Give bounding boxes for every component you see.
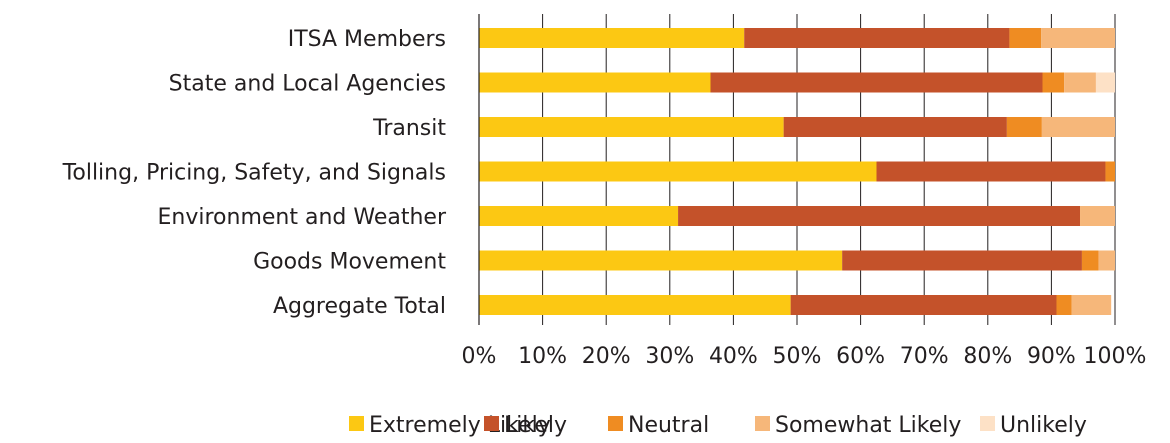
category-label: Aggregate Total xyxy=(273,294,446,319)
bar-segment xyxy=(783,117,1007,137)
category-label: ITSA Members xyxy=(288,27,446,52)
legend-label: Extremely Likely xyxy=(369,413,551,438)
bar-segment xyxy=(1041,117,1115,137)
bar-segment xyxy=(1009,28,1042,48)
bar-segment xyxy=(479,161,877,182)
x-tick-label: 40% xyxy=(709,344,758,369)
bar-segment xyxy=(876,161,1106,182)
legend-swatch xyxy=(755,416,770,431)
x-tick-label: 30% xyxy=(645,344,694,369)
category-label: Goods Movement xyxy=(253,250,446,275)
bar-segment xyxy=(479,72,711,93)
bar-segment xyxy=(1064,72,1096,93)
legend-swatch xyxy=(980,416,995,431)
category-label: Transit xyxy=(372,116,446,141)
legend-swatch xyxy=(349,416,364,431)
x-tick-label: 0% xyxy=(462,344,497,369)
x-tick-label: 50% xyxy=(773,344,822,369)
legend-item: Unlikely xyxy=(980,413,1087,438)
bar-segment xyxy=(1042,72,1065,93)
x-tick-label: 90% xyxy=(1027,344,1076,369)
legend-item: Likely xyxy=(484,413,567,438)
bar-segment xyxy=(1006,117,1042,137)
bar-segment xyxy=(479,250,843,271)
x-tick-label: 70% xyxy=(900,344,949,369)
legend-swatch xyxy=(608,416,623,431)
legend-label: Neutral xyxy=(628,413,709,438)
bar-segment xyxy=(479,117,784,137)
bars xyxy=(479,28,1115,315)
x-tick-label: 20% xyxy=(582,344,631,369)
legend-item: Somewhat Likely xyxy=(755,413,961,438)
bar-segment xyxy=(710,72,1043,93)
bar-segment xyxy=(1056,295,1072,315)
x-tick-labels: 0% 10% 20% 30% 40% 50% 60% 70% 80% 90% 100% xyxy=(462,344,1147,369)
bar-segment xyxy=(1105,161,1115,182)
category-label: Tolling, Pricing, Safety, and Signals xyxy=(62,161,446,186)
bar-segment xyxy=(1081,250,1099,271)
bar-segment xyxy=(678,206,1081,226)
x-tick-label: 80% xyxy=(963,344,1012,369)
legend-label: Unlikely xyxy=(1000,413,1087,438)
legend-label: Somewhat Likely xyxy=(775,413,961,438)
x-tick-label: 10% xyxy=(518,344,567,369)
bar-segment xyxy=(790,295,1057,315)
category-label: State and Local Agencies xyxy=(169,72,446,97)
bar-segment xyxy=(842,250,1082,271)
bar-segment xyxy=(479,28,745,48)
x-tick-label: 60% xyxy=(836,344,885,369)
legend-label: Likely xyxy=(504,413,567,438)
bar-segment xyxy=(479,206,679,226)
bar-segment xyxy=(744,28,1010,48)
bar-segment xyxy=(1095,72,1115,93)
legend-item: Extremely Likely xyxy=(349,413,551,438)
bar-segment xyxy=(1098,250,1115,271)
bar-segment xyxy=(1080,206,1115,226)
bar-segment xyxy=(479,295,791,315)
bar-segment xyxy=(1041,28,1115,48)
x-tick-label: 100% xyxy=(1084,344,1147,369)
bar-segment xyxy=(1071,295,1112,315)
legend-item: Neutral xyxy=(608,413,709,438)
legend-swatch xyxy=(484,416,499,431)
category-labels: ITSA Members State and Local Agencies Tran… xyxy=(62,27,447,319)
category-label: Environment and Weather xyxy=(158,205,447,230)
